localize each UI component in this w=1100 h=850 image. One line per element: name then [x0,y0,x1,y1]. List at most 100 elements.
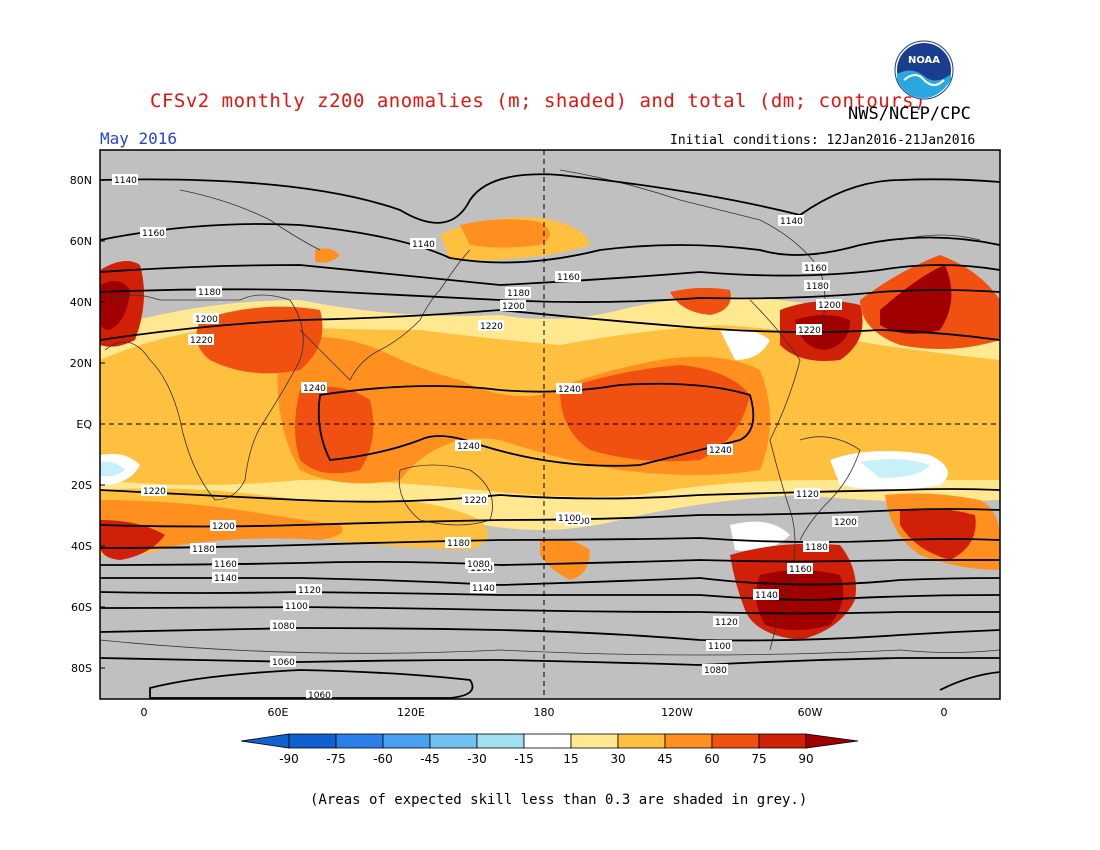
colorbar-label: 15 [563,752,578,766]
svg-text:1180: 1180 [805,543,828,553]
negative-patch-atlantic [100,461,125,477]
contour-label: 1240 [455,440,481,452]
colorbar-swatch [382,733,431,749]
contour-label: 1100 [283,600,309,612]
lon-label: 180 [534,706,555,719]
lat-label: 60N [70,235,92,248]
colorbar-right-arrow [805,733,859,749]
colorbar-label: 45 [657,752,672,766]
lon-label: 60W [798,706,823,719]
colorbar-label: -45 [420,752,440,766]
agency-label: NWS/NCEP/CPC [848,104,971,124]
contour-label: 1160 [212,558,238,570]
noaa-logo: NOAA [894,40,954,100]
contour-label: 1180 [803,541,829,553]
contour-polar-south-1 [149,669,474,699]
contour-label: 1200 [500,300,526,312]
svg-text:1160: 1160 [557,273,580,283]
svg-text:1200: 1200 [834,518,857,528]
lon-label: 0 [141,706,148,719]
contour-label: 1120 [296,584,322,596]
lat-label: 20N [70,357,92,370]
colorbar-label: 60 [704,752,719,766]
svg-text:1200: 1200 [502,302,525,312]
contour-label: 1180 [804,280,830,292]
contour-1100-south [100,606,1000,615]
svg-text:1120: 1120 [715,618,738,628]
contour-label: 1100 [556,512,582,524]
initial-conditions: Initial conditions: 12Jan2016-21Jan2016 [670,133,976,148]
svg-text:1140: 1140 [214,574,237,584]
chart-title: CFSv2 monthly z200 anomalies (m; shaded)… [150,90,927,112]
contour-1200-north [100,288,1000,303]
contour-label: 1160 [787,563,813,575]
colorbar-swatch [476,733,525,749]
anomaly-north-atlantic-90 [880,265,952,334]
svg-text:1200: 1200 [818,301,841,311]
neutral-patch-south-pacific [730,521,790,551]
contour-label: 1140 [470,582,496,594]
svg-text:1240: 1240 [303,384,326,394]
svg-text:1240: 1240 [709,446,732,456]
contour-label: 1140 [753,589,779,601]
contour-label: 1200 [832,516,858,528]
colorbar-swatch [335,733,384,749]
svg-text:1180: 1180 [507,289,530,299]
svg-text:1240: 1240 [457,442,480,452]
colorbar-swatch [711,733,760,749]
colorbar-swatch [664,733,713,749]
svg-text:1060: 1060 [272,658,295,668]
svg-text:1240: 1240 [558,385,581,395]
svg-text:NOAA: NOAA [908,55,940,66]
svg-text:1100: 1100 [285,602,308,612]
lat-label: 40N [70,296,92,309]
contour-label: 1120 [713,616,739,628]
lat-label: 80S [71,662,92,675]
contour-label: 1100 [706,640,732,652]
svg-text:1100: 1100 [558,514,581,524]
contour-1120-south [100,591,1000,601]
colorbar-label: -60 [373,752,393,766]
contour-label: 1220 [141,485,167,497]
anomaly-europe-left-90 [100,281,130,330]
anomaly-aleutian-small [315,248,340,263]
contour-1060-south [100,657,1000,666]
colorbar-swatch [758,733,807,749]
lon-label: 120W [661,706,693,719]
svg-text:1120: 1120 [298,586,321,596]
anomaly-south-atlantic-75 [900,508,976,560]
svg-text:1160: 1160 [142,229,165,239]
contour-label: 1080 [465,558,491,570]
svg-text:1140: 1140 [780,217,803,227]
colorbar-swatch [523,733,572,749]
svg-text:1180: 1180 [447,539,470,549]
contour-label: 1120 [794,488,820,500]
contour-label: 1140 [112,174,138,186]
lon-label: 120E [397,706,425,719]
contour-label: 1180 [196,286,222,298]
svg-text:1080: 1080 [272,622,295,632]
anomaly-new-zealand [540,538,590,580]
svg-text:1100: 1100 [708,642,731,652]
svg-text:1220: 1220 [464,496,487,506]
lon-label: 0 [941,706,948,719]
contour-label: 1060 [270,656,296,668]
svg-text:1220: 1220 [480,322,503,332]
anomaly-north-pacific-45 [460,219,550,248]
contour-label: 1220 [796,324,822,336]
svg-text:1160: 1160 [214,560,237,570]
neutral-patch-caribbean [720,328,770,360]
svg-text:1140: 1140 [472,584,495,594]
colorbar-label: 90 [798,752,813,766]
contour-label: 1240 [707,444,733,456]
colorbar-left-arrow [240,733,290,749]
colorbar-label: 75 [751,752,766,766]
svg-text:1220: 1220 [190,336,213,346]
contour-label: 1200 [210,520,236,532]
svg-text:1060: 1060 [308,691,331,701]
contour-label: 1140 [212,572,238,584]
contour-1140-south [100,577,1000,586]
colorbar-swatch [429,733,478,749]
svg-text:1160: 1160 [804,264,827,274]
lat-label: 60S [71,601,92,614]
